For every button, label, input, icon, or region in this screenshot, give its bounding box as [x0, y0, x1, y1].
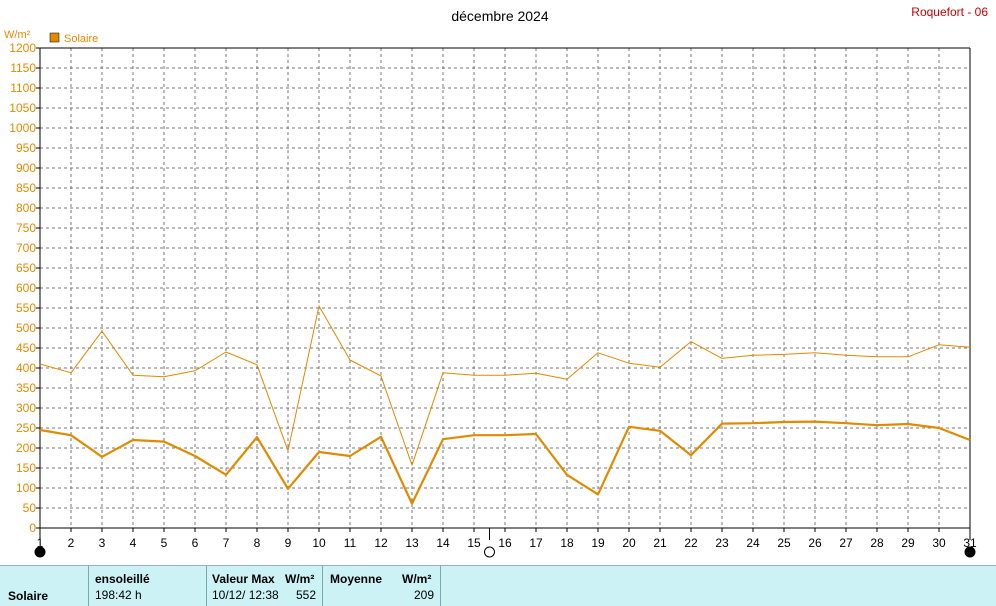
- x-tick-label: 12: [374, 536, 388, 550]
- x-tick-label: 19: [591, 536, 605, 550]
- y-tick-label: 0: [29, 521, 36, 535]
- y-tick-label: 1050: [9, 101, 36, 115]
- moon-new-icon: [34, 546, 46, 558]
- y-tick-label: 50: [23, 501, 37, 515]
- x-tick-label: 13: [405, 536, 419, 550]
- x-tick-label: 4: [130, 536, 137, 550]
- x-tick-label: 31: [963, 536, 977, 550]
- x-tick-label: 7: [223, 536, 230, 550]
- x-tick-label: 10: [312, 536, 326, 550]
- x-tick-label: 3: [99, 536, 106, 550]
- y-tick-label: 700: [16, 241, 36, 255]
- series-lines: [39, 305, 971, 505]
- y-tick-label: 100: [16, 481, 36, 495]
- y-tick-label: 900: [16, 161, 36, 175]
- x-tick-labels: 1 2 3 4 5 6 7 8 9 10 11 12 13 14 15 16 17 18 19 20 21 22 23 24 2…: [37, 536, 977, 550]
- y-tick-label: 850: [16, 181, 36, 195]
- moon-markers: [34, 528, 976, 558]
- y-tick-label: 450: [16, 341, 36, 355]
- y-tick-label: 1100: [10, 81, 36, 95]
- x-tick-label: 22: [684, 536, 698, 550]
- y-tick-label: 800: [16, 201, 36, 215]
- sunshine-value: 198:42 h: [95, 588, 142, 602]
- grid: [36, 47, 971, 532]
- mean-value: 209: [413, 588, 434, 602]
- x-tick-label: 16: [498, 536, 512, 550]
- x-tick-label: 15: [467, 536, 481, 550]
- mean-unit: W/m²: [402, 572, 432, 586]
- x-tick-label: 11: [344, 536, 357, 550]
- y-tick-label: 950: [16, 141, 36, 155]
- x-tick-label: 2: [68, 536, 75, 550]
- x-tick-label: 5: [161, 536, 168, 550]
- y-tick-label: 300: [16, 401, 36, 415]
- sunshine-label: ensoleillé: [95, 572, 150, 586]
- moon-new-icon: [964, 546, 976, 558]
- mean-cell: Moyenne W/m² 209: [323, 566, 441, 606]
- max-label: Valeur Max: [212, 572, 275, 586]
- y-tick-label: 500: [16, 321, 36, 335]
- x-tick-label: 20: [622, 536, 636, 550]
- max-cell: Valeur Max W/m² 10/12/ 12:38 552: [207, 566, 323, 606]
- mean-label: Moyenne: [330, 572, 383, 586]
- legend-label: Solaire: [64, 33, 98, 45]
- station-name: Roquefort - 06: [911, 5, 988, 19]
- max-value: 552: [295, 588, 316, 602]
- x-tick-label: 24: [746, 536, 760, 550]
- stats-row-label: Solaire: [8, 589, 49, 603]
- x-tick-label: 26: [808, 536, 822, 550]
- y-tick-label: 150: [16, 461, 36, 475]
- stats-bar: Solaire ensoleillé 198:42 h Valeur Max W…: [0, 565, 996, 606]
- x-tick-label: 21: [653, 536, 667, 550]
- x-tick-label: 28: [870, 536, 884, 550]
- x-tick-label: 6: [192, 536, 199, 550]
- y-tick-label: 250: [16, 421, 36, 435]
- chart-title: décembre 2024: [451, 8, 549, 24]
- max-date: 10/12/ 12:38: [212, 588, 279, 602]
- y-tick-label: 600: [16, 281, 36, 295]
- series-line-max: [39, 305, 971, 466]
- x-tick-label: 1: [37, 536, 44, 550]
- moon-full-icon: [484, 546, 495, 558]
- y-tick-label: 200: [16, 441, 36, 455]
- y-tick-label: 550: [16, 301, 36, 315]
- x-tick-label: 18: [560, 536, 574, 550]
- y-tick-label: 400: [16, 361, 36, 375]
- legend-swatch: [49, 32, 60, 43]
- y-axis-unit: W/m²: [4, 29, 31, 41]
- y-tick-label: 1200: [9, 41, 36, 55]
- y-tick-label: 750: [16, 221, 36, 235]
- y-tick-label: 1000: [9, 121, 36, 135]
- y-tick-label: 1150: [10, 61, 36, 75]
- y-tick-labels: 0 50 100 150 200 250 300 350 400 450 500 550 600 650 7…: [9, 41, 36, 535]
- y-tick-label: 350: [16, 381, 36, 395]
- stats-row-label-cell: Solaire: [0, 566, 89, 606]
- series-line-mean: [39, 420, 971, 505]
- x-tick-label: 8: [254, 536, 261, 550]
- x-tick-label: 17: [529, 536, 543, 550]
- x-tick-label: 23: [715, 536, 729, 550]
- x-tick-label: 29: [901, 536, 915, 550]
- sunshine-cell: ensoleillé 198:42 h: [89, 566, 207, 606]
- x-tick-label: 14: [436, 536, 450, 550]
- x-tick-label: 25: [777, 536, 791, 550]
- x-tick-label: 27: [839, 536, 853, 550]
- max-unit: W/m²: [285, 572, 315, 586]
- x-tick-label: 30: [932, 536, 946, 550]
- x-tick-label: 9: [285, 536, 292, 550]
- y-tick-label: 650: [16, 261, 36, 275]
- solar-chart: décembre 2024 Roquefort - 06 W/m² Solair…: [4, 5, 988, 558]
